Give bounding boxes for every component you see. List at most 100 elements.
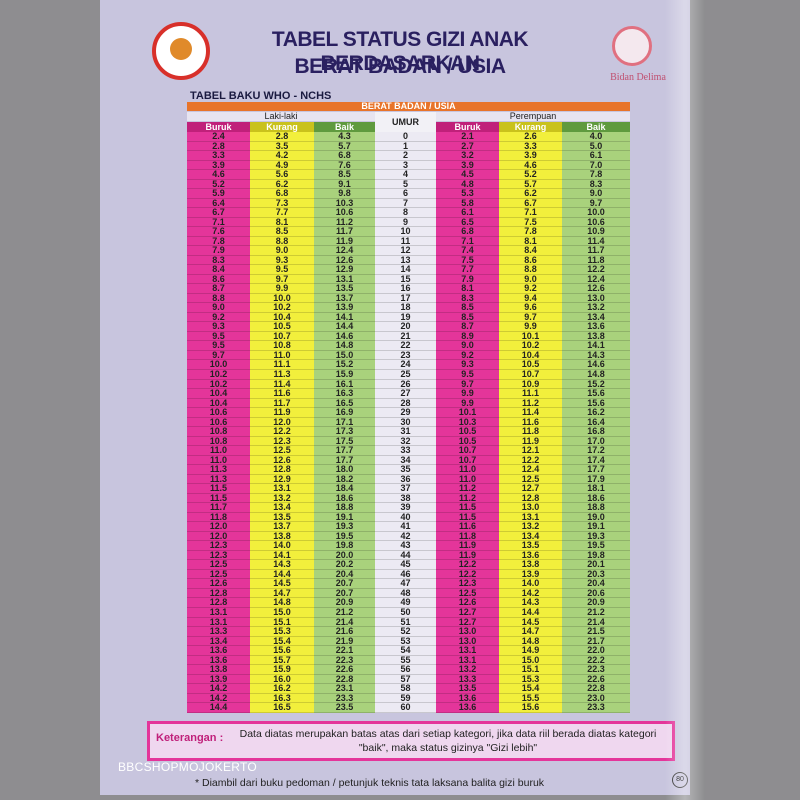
weight-cell: 11.7 — [314, 227, 375, 237]
age-cell: 49 — [375, 598, 436, 608]
weight-cell: 9.9 — [436, 398, 499, 409]
weight-cell: 19.8 — [562, 550, 630, 561]
weight-cell: 11.8 — [499, 427, 562, 437]
weight-cell: 15.1 — [250, 617, 314, 628]
weight-cell: 15.4 — [499, 684, 562, 694]
weight-cell: 2.6 — [499, 131, 562, 142]
weight-cell: 13.3 — [436, 674, 499, 685]
weight-cell: 21.4 — [314, 617, 375, 628]
weight-cell: 8.5 — [314, 170, 375, 180]
age-cell: 56 — [375, 665, 436, 675]
weight-cell: 6.1 — [562, 151, 630, 161]
weight-cell: 12.9 — [250, 474, 314, 485]
weight-cell: 13.3 — [187, 627, 250, 637]
weight-cell: 4.5 — [436, 170, 499, 180]
age-cell: 22 — [375, 341, 436, 351]
weight-cell: 4.6 — [499, 160, 562, 171]
weight-cell: 14.2 — [187, 693, 250, 704]
weight-cell: 13.4 — [499, 531, 562, 542]
weight-cell: 9.0 — [436, 341, 499, 351]
weight-cell: 14.4 — [250, 569, 314, 580]
weight-cell: 14.9 — [499, 646, 562, 656]
weight-cell: 9.7 — [250, 274, 314, 285]
weight-cell: 21.2 — [562, 607, 630, 618]
weight-cell: 17.7 — [314, 446, 375, 456]
weight-cell: 2.7 — [436, 141, 499, 152]
title-line-2: BERAT BADAN / USIA — [294, 55, 506, 78]
weight-cell: 4.8 — [436, 179, 499, 190]
logo-right — [612, 26, 652, 66]
weight-cell: 8.7 — [436, 322, 499, 332]
age-cell: 16 — [375, 284, 436, 294]
weight-cell: 9.3 — [187, 322, 250, 332]
age-cell: 42 — [375, 531, 436, 542]
weight-cell: 20.9 — [314, 598, 375, 608]
column-header: Baik — [562, 122, 630, 132]
weight-cell: 14.8 — [250, 598, 314, 608]
weight-cell: 14.2 — [499, 588, 562, 599]
weight-cell: 5.2 — [187, 179, 250, 190]
age-cell: 6 — [375, 189, 436, 199]
age-cell: 44 — [375, 550, 436, 561]
logo-left — [152, 22, 210, 80]
weight-cell: 6.2 — [250, 179, 314, 190]
weight-cell: 12.6 — [314, 255, 375, 266]
weight-cell: 11.9 — [499, 436, 562, 447]
weight-cell: 14.7 — [499, 627, 562, 637]
age-cell: 18 — [375, 303, 436, 313]
weight-cell: 11.2 — [314, 217, 375, 228]
weight-cell: 10.3 — [436, 417, 499, 428]
weight-cell: 22.3 — [562, 665, 630, 675]
weight-cell: 10.5 — [436, 427, 499, 437]
weight-cell: 14.6 — [314, 331, 375, 342]
age-cell: 53 — [375, 636, 436, 647]
weight-cell: 7.8 — [562, 170, 630, 180]
weight-cell: 12.5 — [187, 569, 250, 580]
age-cell: 19 — [375, 312, 436, 323]
age-cell: 46 — [375, 569, 436, 580]
weight-cell: 6.8 — [436, 227, 499, 237]
weight-cell: 6.4 — [187, 198, 250, 209]
weight-cell: 11.6 — [250, 389, 314, 399]
age-cell: 13 — [375, 255, 436, 266]
weight-cell: 6.1 — [436, 208, 499, 218]
weight-cell: 12.7 — [499, 484, 562, 494]
age-cell: 23 — [375, 350, 436, 361]
weight-cell: 6.7 — [499, 198, 562, 209]
age-cell: 30 — [375, 417, 436, 428]
watermark: BBCSHOPMOJOKERTO — [118, 760, 258, 774]
weight-cell: 8.5 — [250, 227, 314, 237]
column-header: Buruk — [436, 122, 499, 132]
weight-cell: 9.7 — [436, 379, 499, 390]
age-cell: 7 — [375, 198, 436, 209]
weight-cell: 8.3 — [187, 255, 250, 266]
age-cell: 4 — [375, 170, 436, 180]
weight-cell: 11.8 — [187, 512, 250, 523]
weight-cell: 11.0 — [250, 350, 314, 361]
weight-cell: 12.0 — [187, 531, 250, 542]
weight-cell: 11.8 — [562, 255, 630, 266]
weight-cell: 20.1 — [562, 560, 630, 570]
weight-cell: 14.1 — [250, 550, 314, 561]
weight-cell: 17.9 — [562, 474, 630, 485]
weight-cell: 18.6 — [562, 493, 630, 504]
weight-cell: 7.8 — [499, 227, 562, 237]
weight-cell: 22.6 — [562, 674, 630, 685]
weight-cell: 15.6 — [250, 646, 314, 656]
weight-cell: 10.7 — [436, 446, 499, 456]
weight-cell: 12.4 — [562, 274, 630, 285]
weight-cell: 9.3 — [250, 255, 314, 266]
age-cell: 20 — [375, 322, 436, 332]
weight-cell: 20.6 — [562, 588, 630, 599]
age-cell: 9 — [375, 217, 436, 228]
weight-cell: 11.1 — [250, 360, 314, 370]
weight-cell: 12.7 — [436, 617, 499, 628]
weight-cell: 10.4 — [499, 350, 562, 361]
weight-cell: 15.6 — [499, 703, 562, 713]
weight-cell: 12.1 — [499, 446, 562, 456]
weight-cell: 16.8 — [562, 427, 630, 437]
weight-cell: 3.2 — [436, 151, 499, 161]
weight-cell: 7.6 — [314, 160, 375, 171]
weight-cell: 11.9 — [436, 550, 499, 561]
